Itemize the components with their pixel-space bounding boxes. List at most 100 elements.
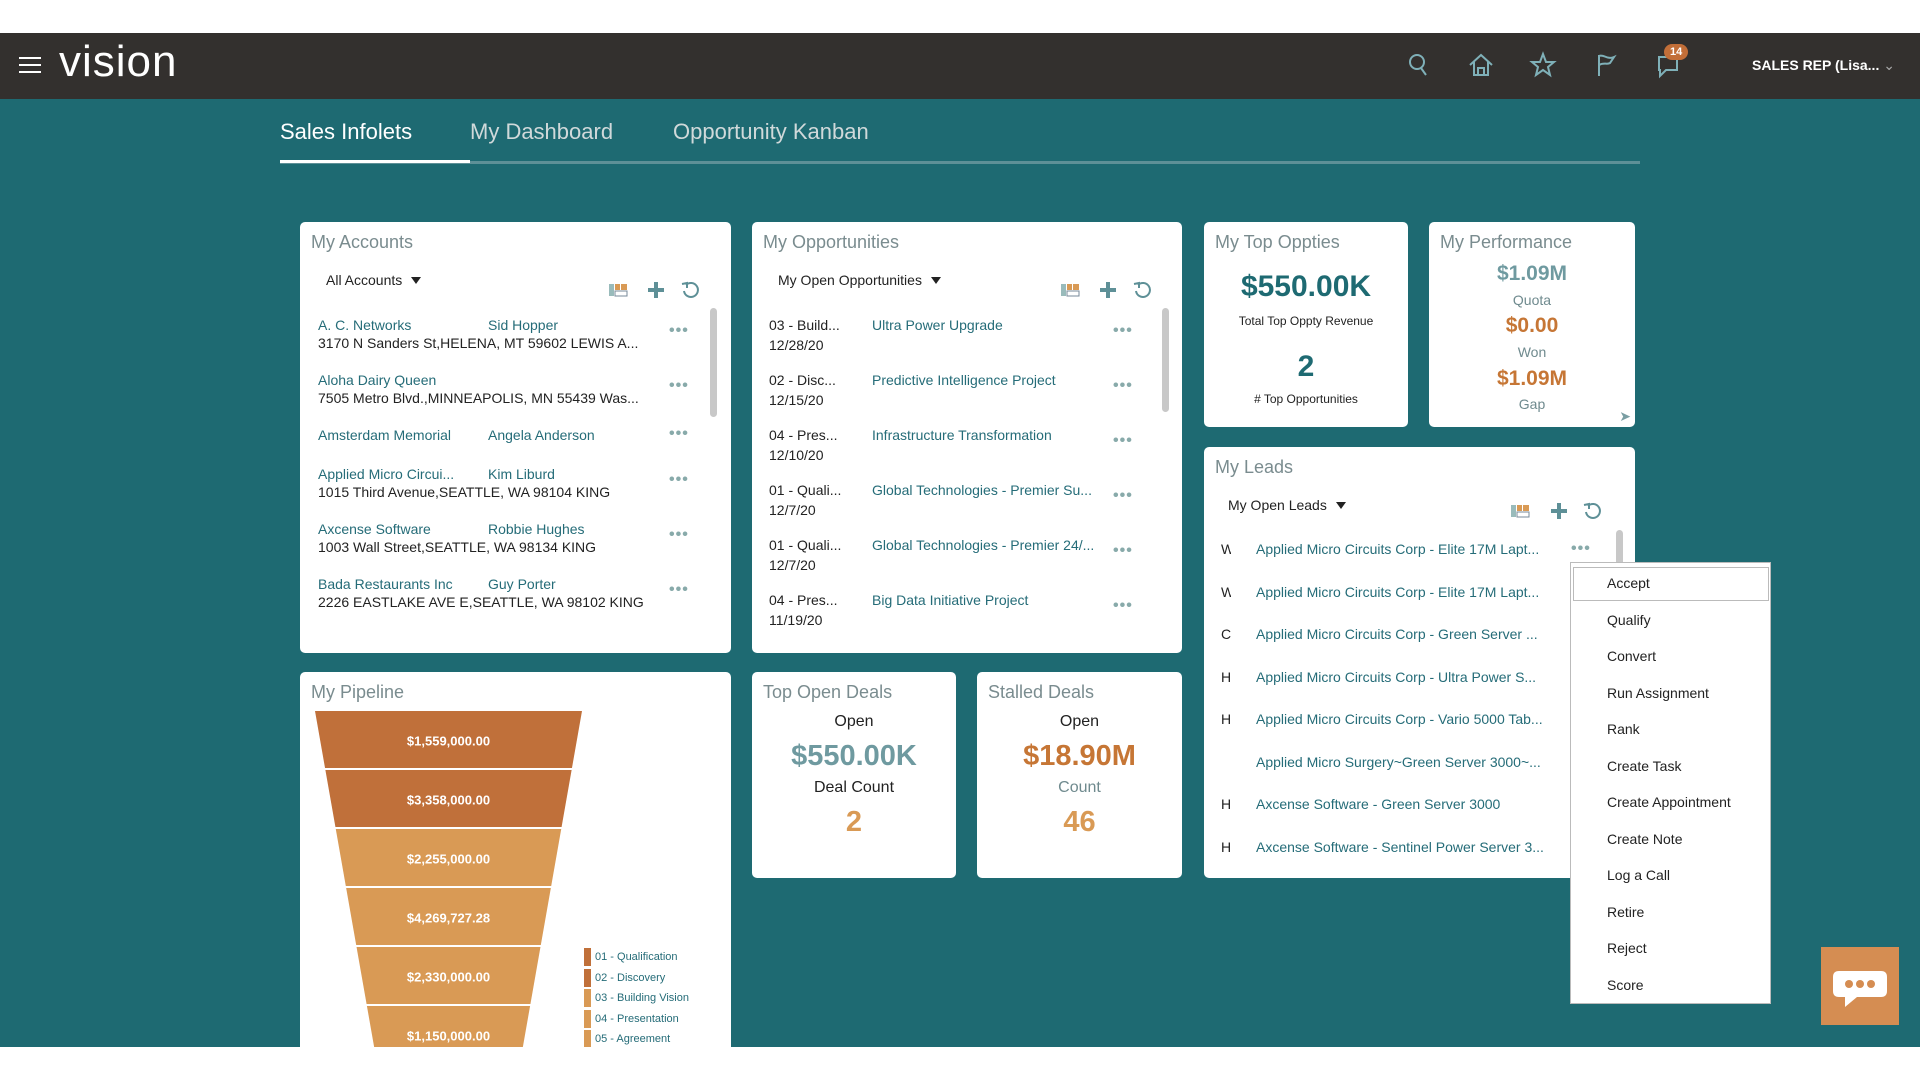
row-actions-button[interactable]: ••• <box>1113 597 1133 614</box>
leads-filter-select[interactable]: My Open Leads <box>1228 497 1346 513</box>
grid-view-icon[interactable] <box>607 279 629 301</box>
account-contact-link[interactable]: Sid Hopper <box>488 317 559 333</box>
row-actions-button[interactable]: ••• <box>1113 432 1133 449</box>
account-contact-link[interactable]: Angela Anderson <box>488 427 595 443</box>
card-title: My Leads <box>1215 457 1294 477</box>
row-actions-button[interactable]: ••• <box>669 526 689 543</box>
account-contact-link[interactable]: Guy Porter <box>488 576 556 592</box>
search-icon[interactable] <box>1404 51 1432 79</box>
stalled-deals-card[interactable]: Stalled Deals Open $18.90M Count 46 <box>977 672 1182 878</box>
tab-opportunity-kanban[interactable]: Opportunity Kanban <box>673 119 869 144</box>
funnel-segment-label: $1,559,000.00 <box>407 734 490 749</box>
lead-name-link[interactable]: Applied Micro Surgery~Green Server 3000~… <box>1256 753 1541 770</box>
row-actions-button[interactable]: ••• <box>1113 322 1133 339</box>
menu-icon[interactable] <box>19 57 41 73</box>
scrollbar[interactable] <box>710 308 717 417</box>
app-logo[interactable]: vision <box>59 37 178 86</box>
global-header: vision 14 SALES REP (Lisa... ⌄ <box>0 33 1920 99</box>
account-name-link[interactable]: Aloha Dairy Queen <box>318 372 437 388</box>
menu-item-score[interactable]: Score <box>1607 976 1644 993</box>
count-label: Deal Count <box>813 779 895 796</box>
lead-name-link[interactable]: Axcense Software - Sentinel Power Server… <box>1256 838 1544 855</box>
lead-name-link[interactable]: Applied Micro Circuits Corp - Elite 17M … <box>1256 583 1540 600</box>
menu-item-run-assignment[interactable]: Run Assignment <box>1607 684 1709 701</box>
refresh-icon[interactable] <box>680 279 702 301</box>
star-icon[interactable] <box>1529 51 1557 79</box>
opportunity-name-link[interactable]: Infrastructure Transformation <box>872 427 1052 443</box>
tab-my-dashboard[interactable]: My Dashboard <box>470 119 614 144</box>
account-contact-link[interactable]: Kim Liburd <box>488 466 555 482</box>
lead-actions-button[interactable]: ••• <box>1571 540 1591 557</box>
lead-name-link[interactable]: Applied Micro Circuits Corp - Ultra Powe… <box>1256 668 1537 685</box>
row-actions-button[interactable]: ••• <box>1113 487 1133 504</box>
row-actions-button[interactable]: ••• <box>669 322 689 339</box>
home-icon[interactable] <box>1467 51 1495 79</box>
account-contact-link[interactable]: Robbie Hughes <box>488 521 585 537</box>
chat-button[interactable] <box>1821 947 1899 1025</box>
row-actions-button[interactable]: ••• <box>1113 377 1133 394</box>
menu-item-log-a-call[interactable]: Log a Call <box>1607 867 1671 883</box>
add-icon[interactable] <box>1097 279 1119 301</box>
account-name-link[interactable]: Applied Micro Circui... <box>318 466 455 482</box>
lead-name-link[interactable]: Axcense Software - Green Server 3000 <box>1256 796 1501 812</box>
user-menu[interactable]: SALES REP (Lisa... ⌄ <box>1752 57 1895 74</box>
funnel-segment[interactable] <box>315 711 582 768</box>
menu-item-convert[interactable]: Convert <box>1607 648 1657 664</box>
add-icon[interactable] <box>645 279 667 301</box>
grid-view-icon[interactable] <box>1059 279 1081 301</box>
opportunity-name-link[interactable]: Big Data Initiative Project <box>872 592 1029 608</box>
row-actions-button[interactable]: ••• <box>1113 542 1133 559</box>
row-actions-button[interactable]: ••• <box>669 581 689 598</box>
tab-sales-infolets[interactable]: Sales Infolets <box>280 119 413 144</box>
opportunity-name-link[interactable]: Global Technologies - Premier 24/... <box>872 537 1095 553</box>
account-name-link[interactable]: A. C. Networks <box>318 317 412 333</box>
funnel-segment[interactable] <box>356 947 541 1004</box>
funnel-segment[interactable] <box>346 888 551 945</box>
refresh-icon[interactable] <box>1132 279 1154 301</box>
row-actions-button[interactable]: ••• <box>669 471 689 488</box>
scrollbar[interactable] <box>1162 308 1169 412</box>
lead-name-link[interactable]: Applied Micro Circuits Corp - Green Serv… <box>1256 626 1538 642</box>
funnel-segment[interactable] <box>366 1006 531 1047</box>
opportunities-filter-select[interactable]: My Open Opportunities <box>778 272 941 288</box>
lead-rank: C <box>1221 626 1231 642</box>
funnel-segment[interactable] <box>335 829 562 886</box>
grid-view-icon[interactable] <box>1509 500 1531 522</box>
flag-icon[interactable] <box>1592 51 1620 79</box>
refresh-icon[interactable] <box>1582 500 1604 522</box>
funnel-segment-label: $2,330,000.00 <box>407 970 490 985</box>
my-top-oppties-card[interactable]: My Top Oppties $550.00K Total Top Oppty … <box>1204 222 1408 427</box>
menu-item-create-appointment[interactable]: Create Appointment <box>1607 794 1731 810</box>
opportunity-close-date: 12/28/20 <box>769 337 824 353</box>
top-open-deals-card[interactable]: Top Open Deals Open $550.00K Deal Count … <box>752 672 956 878</box>
arrow-right-icon[interactable]: ➤ <box>1619 408 1631 424</box>
row-actions-button[interactable]: ••• <box>669 377 689 394</box>
my-performance-card[interactable]: My Performance $1.09M Quota $0.00 Won $1… <box>1429 222 1635 427</box>
menu-item-retire[interactable]: Retire <box>1607 903 1645 920</box>
funnel-segment[interactable] <box>325 770 572 827</box>
lead-name-link[interactable]: Applied Micro Circuits Corp - Vario 5000… <box>1256 711 1543 727</box>
menu-item-create-task[interactable]: Create Task <box>1607 757 1682 774</box>
accounts-filter-select[interactable]: All Accounts <box>326 272 421 288</box>
my-pipeline-card: My Pipeline $1,559,000.00 $3,358,000.00 $2… <box>300 672 731 1072</box>
account-name-link[interactable]: Bada Restaurants Inc <box>318 576 453 592</box>
account-name-link[interactable]: Amsterdam Memorial <box>318 427 452 443</box>
lead-rank: H <box>1221 838 1231 855</box>
menu-item-accept[interactable]: Accept <box>1607 575 1650 591</box>
active-tab-indicator <box>280 160 470 163</box>
menu-item-qualify[interactable]: Qualify <box>1607 611 1651 628</box>
count-label: Count <box>1058 779 1101 796</box>
opportunity-name-link[interactable]: Global Technologies - Premier Su... <box>872 482 1092 498</box>
menu-item-create-note[interactable]: Create Note <box>1607 830 1683 847</box>
account-name-link[interactable]: Axcense Software <box>318 521 431 537</box>
opportunity-name-link[interactable]: Ultra Power Upgrade <box>872 317 1003 333</box>
opportunity-name-link[interactable]: Predictive Intelligence Project <box>872 372 1056 388</box>
card-title: My Performance <box>1440 232 1573 252</box>
row-actions-button[interactable]: ••• <box>669 425 689 442</box>
menu-item-reject[interactable]: Reject <box>1607 940 1647 956</box>
legend-swatch <box>584 968 591 987</box>
opportunity-stage: 02 - Disc... <box>769 372 836 388</box>
menu-item-rank[interactable]: Rank <box>1607 721 1640 737</box>
add-icon[interactable] <box>1548 500 1570 522</box>
lead-name-link[interactable]: Applied Micro Circuits Corp - Elite 17M … <box>1256 541 1540 557</box>
